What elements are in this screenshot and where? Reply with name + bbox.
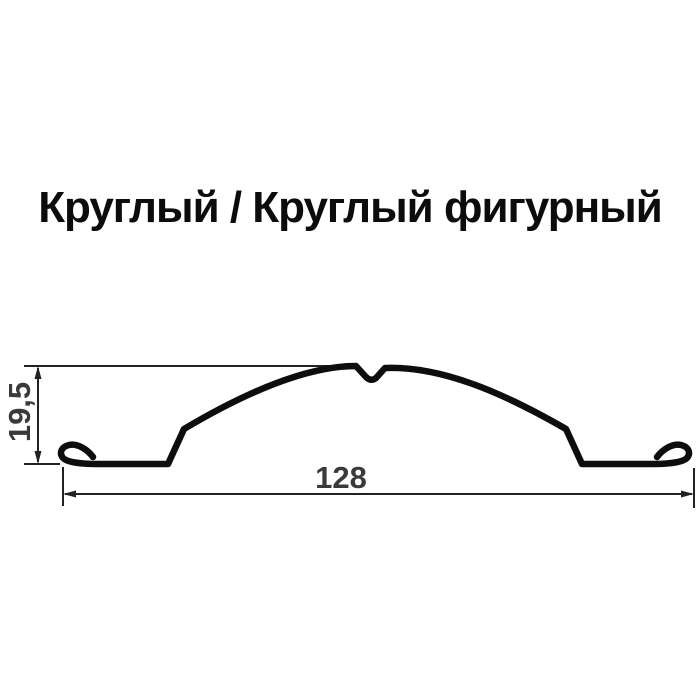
arrow-up-icon <box>34 366 42 379</box>
arrow-down-icon <box>34 451 42 464</box>
picket-profile-outline <box>57 362 693 468</box>
arrow-left-icon <box>63 490 76 498</box>
height-dimension-label: 19,5 <box>2 382 37 442</box>
arrow-right-icon <box>681 490 694 498</box>
page-title: Круглый / Круглый фигурный <box>38 183 663 232</box>
width-dimension-label: 128 <box>315 460 367 495</box>
